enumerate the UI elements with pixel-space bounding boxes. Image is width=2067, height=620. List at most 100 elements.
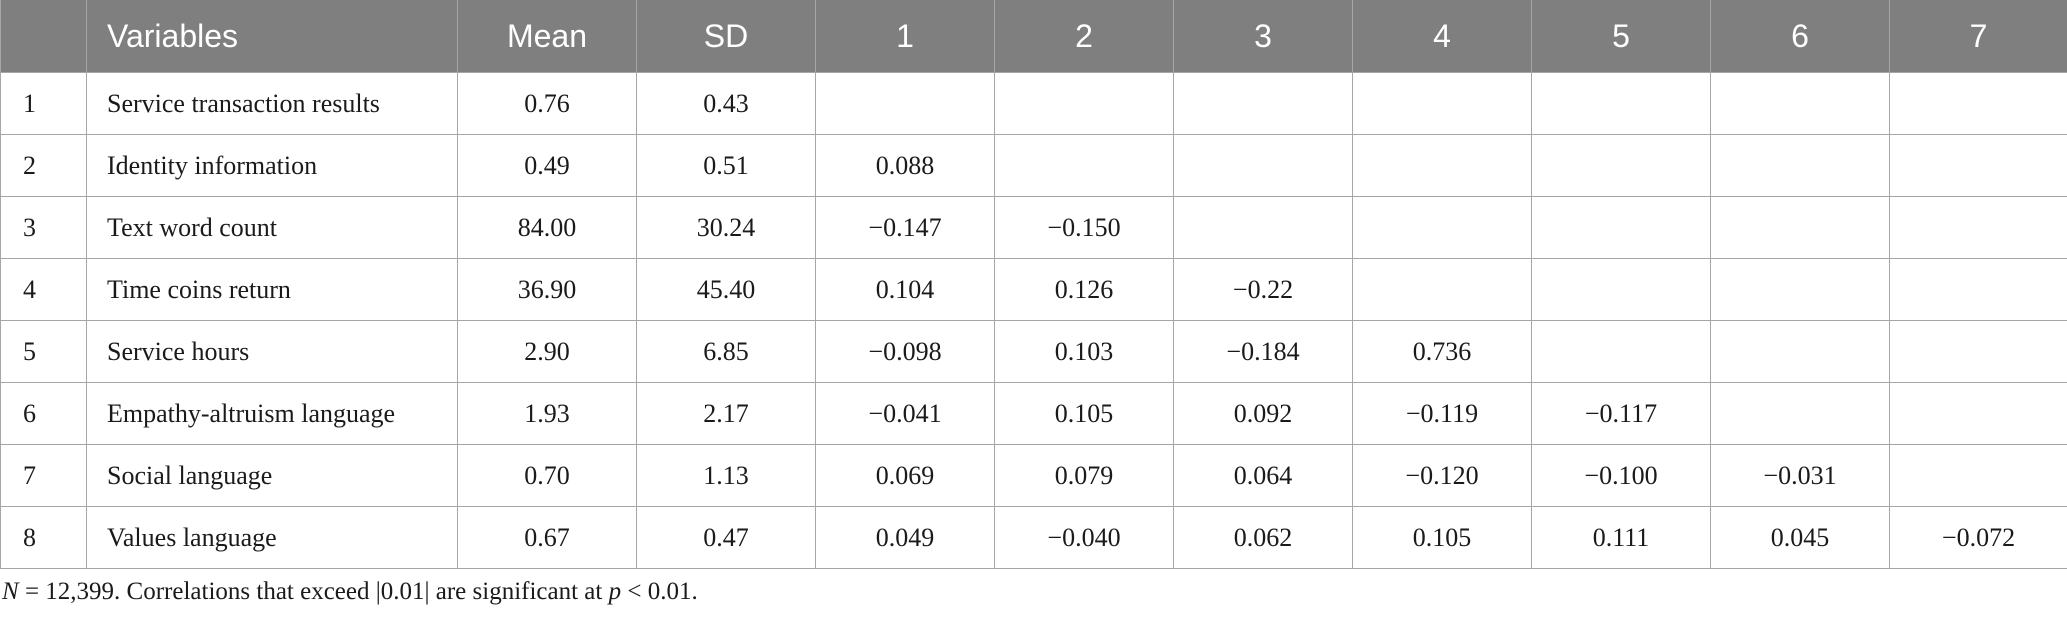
sd-cell: 0.47 [636, 506, 816, 569]
row-number: 8 [0, 506, 87, 569]
mean-cell: 36.90 [457, 258, 637, 321]
header-variables: Variables [86, 0, 458, 73]
corr-cell-4 [1352, 72, 1532, 135]
corr-cell-2 [994, 134, 1174, 197]
corr-cell-2 [994, 72, 1174, 135]
mean-cell: 0.49 [457, 134, 637, 197]
row-number: 1 [0, 72, 87, 135]
corr-cell-3: −0.22 [1173, 258, 1353, 321]
corr-cell-7 [1889, 382, 2067, 445]
variable-name: Service hours [86, 320, 458, 383]
corr-cell-7 [1889, 320, 2067, 383]
correlation-table: Variables Mean SD 1 2 3 4 5 6 7 1 Servic… [0, 0, 2067, 569]
table-row: 6 Empathy-altruism language 1.93 2.17 −0… [0, 382, 2067, 445]
row-number: 5 [0, 320, 87, 383]
footnote-p-text: < 0.01. [621, 578, 698, 605]
footnote-p-label: p [608, 578, 622, 605]
variable-name: Social language [86, 444, 458, 507]
corr-cell-7 [1889, 72, 2067, 135]
sd-cell: 0.43 [636, 72, 816, 135]
footnote-n-text: = 12,399. Correlations that exceed |0.01… [18, 578, 609, 605]
corr-cell-6 [1710, 320, 1890, 383]
corr-cell-4: −0.120 [1352, 444, 1532, 507]
corr-cell-3 [1173, 72, 1353, 135]
mean-cell: 84.00 [457, 196, 637, 259]
corr-cell-6 [1710, 72, 1890, 135]
mean-cell: 0.76 [457, 72, 637, 135]
table-row: 4 Time coins return 36.90 45.40 0.104 0.… [0, 258, 2067, 321]
variable-name: Empathy-altruism language [86, 382, 458, 445]
corr-cell-7 [1889, 196, 2067, 259]
header-col-2: 2 [994, 0, 1174, 73]
corr-cell-1: 0.069 [815, 444, 995, 507]
header-col-7: 7 [1889, 0, 2067, 73]
sd-cell: 2.17 [636, 382, 816, 445]
variable-name: Time coins return [86, 258, 458, 321]
row-number: 6 [0, 382, 87, 445]
table-row: 1 Service transaction results 0.76 0.43 [0, 72, 2067, 135]
header-index [0, 0, 87, 73]
mean-cell: 1.93 [457, 382, 637, 445]
table-row: 2 Identity information 0.49 0.51 0.088 [0, 134, 2067, 197]
corr-cell-4 [1352, 196, 1532, 259]
header-mean: Mean [457, 0, 637, 73]
corr-cell-6: 0.045 [1710, 506, 1890, 569]
row-number: 4 [0, 258, 87, 321]
table-body: 1 Service transaction results 0.76 0.43 … [0, 72, 2067, 569]
header-col-5: 5 [1531, 0, 1711, 73]
header-col-3: 3 [1173, 0, 1353, 73]
corr-cell-7 [1889, 258, 2067, 321]
corr-cell-5: −0.100 [1531, 444, 1711, 507]
corr-cell-3: 0.092 [1173, 382, 1353, 445]
table-footnote: N = 12,399. Correlations that exceed |0.… [2, 578, 698, 606]
corr-cell-6 [1710, 134, 1890, 197]
header-col-1: 1 [815, 0, 995, 73]
corr-cell-6 [1710, 382, 1890, 445]
variable-name: Identity information [86, 134, 458, 197]
table-row: 5 Service hours 2.90 6.85 −0.098 0.103 −… [0, 320, 2067, 383]
corr-cell-7 [1889, 134, 2067, 197]
mean-cell: 0.67 [457, 506, 637, 569]
corr-cell-6: −0.031 [1710, 444, 1890, 507]
corr-cell-2: 0.079 [994, 444, 1174, 507]
corr-cell-3: 0.062 [1173, 506, 1353, 569]
variable-name: Values language [86, 506, 458, 569]
corr-cell-5: 0.111 [1531, 506, 1711, 569]
corr-cell-5 [1531, 258, 1711, 321]
sd-cell: 45.40 [636, 258, 816, 321]
row-number: 7 [0, 444, 87, 507]
corr-cell-1: 0.104 [815, 258, 995, 321]
corr-cell-2: 0.105 [994, 382, 1174, 445]
corr-cell-5: −0.117 [1531, 382, 1711, 445]
row-number: 3 [0, 196, 87, 259]
corr-cell-6 [1710, 196, 1890, 259]
variable-name: Service transaction results [86, 72, 458, 135]
mean-cell: 2.90 [457, 320, 637, 383]
corr-cell-4: −0.119 [1352, 382, 1532, 445]
table-row: 8 Values language 0.67 0.47 0.049 −0.040… [0, 506, 2067, 569]
corr-cell-3: −0.184 [1173, 320, 1353, 383]
header-col-6: 6 [1710, 0, 1890, 73]
corr-cell-2: 0.103 [994, 320, 1174, 383]
variable-name: Text word count [86, 196, 458, 259]
header-col-4: 4 [1352, 0, 1532, 73]
sd-cell: 6.85 [636, 320, 816, 383]
sd-cell: 0.51 [636, 134, 816, 197]
footnote-n-label: N [2, 578, 19, 605]
corr-cell-1: −0.147 [815, 196, 995, 259]
header-sd: SD [636, 0, 816, 73]
correlation-table-container: Variables Mean SD 1 2 3 4 5 6 7 1 Servic… [0, 0, 2067, 569]
corr-cell-1: −0.041 [815, 382, 995, 445]
row-number: 2 [0, 134, 87, 197]
sd-cell: 30.24 [636, 196, 816, 259]
corr-cell-3 [1173, 196, 1353, 259]
sd-cell: 1.13 [636, 444, 816, 507]
corr-cell-4: 0.736 [1352, 320, 1532, 383]
corr-cell-3: 0.064 [1173, 444, 1353, 507]
corr-cell-1: −0.098 [815, 320, 995, 383]
corr-cell-2: −0.040 [994, 506, 1174, 569]
corr-cell-2: 0.126 [994, 258, 1174, 321]
corr-cell-5 [1531, 72, 1711, 135]
corr-cell-7: −0.072 [1889, 506, 2067, 569]
corr-cell-5 [1531, 320, 1711, 383]
